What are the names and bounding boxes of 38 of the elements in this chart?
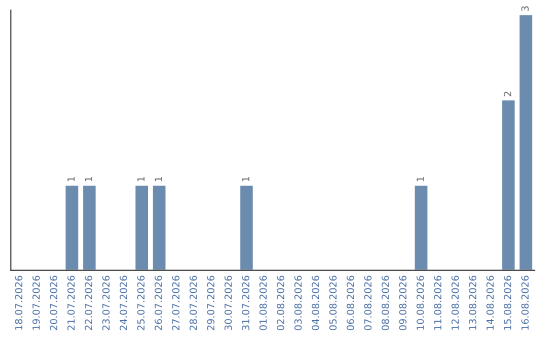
data-label: 3	[521, 6, 529, 11]
x-tick-label: 21.07.2026	[67, 276, 75, 330]
data-label: 1	[154, 176, 162, 182]
x-tick-label: 26.07.2026	[154, 276, 162, 330]
x-tick-label: 11.08.2026	[434, 276, 442, 330]
x-tick-label: 22.07.2026	[84, 276, 92, 330]
x-tick-label: 18.07.2026	[14, 276, 22, 330]
x-tick-label: 04.08.2026	[312, 276, 320, 330]
x-tick-label: 01.08.2026	[259, 276, 267, 330]
x-tick-label: 20.07.2026	[50, 276, 58, 330]
x-tick-label: 10.08.2026	[416, 276, 424, 330]
x-tick-label: 29.07.2026	[207, 276, 214, 330]
x-tick-label: 19.07.2026	[32, 276, 40, 330]
data-label: 1	[68, 176, 75, 182]
x-tick-label: 25.07.2026	[137, 276, 145, 330]
x-tick-label: 31.07.2026	[242, 276, 250, 330]
x-tick-label: 05.08.2026	[329, 276, 337, 330]
x-tick-label: 13.08.2026	[468, 276, 476, 330]
x-tick-label: 09.08.2026	[399, 276, 406, 330]
x-tick-label: 12.08.2026	[451, 276, 459, 330]
data-label: 1	[137, 176, 144, 182]
data-label: 1	[416, 176, 424, 182]
data-label: 2	[504, 92, 512, 96]
data-label: 1	[242, 176, 250, 182]
x-tick-label: 27.07.2026	[172, 276, 180, 330]
x-tick-label: 16.08.2026	[521, 276, 529, 330]
x-tick-label: 28.07.2026	[190, 276, 197, 330]
x-tick-label: 23.07.2026	[102, 276, 110, 330]
x-tick-label: 30.07.2026	[224, 276, 232, 330]
x-tick-label: 15.08.2026	[504, 276, 512, 330]
x-tick-label: 08.08.2026	[382, 276, 390, 330]
x-tick-label: 06.08.2026	[346, 276, 354, 330]
x-tick-label: 03.08.2026	[294, 276, 302, 330]
x-tick-label: 14.08.2026	[486, 276, 494, 330]
x-tick-label: 02.08.2026	[276, 276, 284, 330]
x-tick-label: 24.07.2026	[120, 276, 128, 330]
data-label: 1	[84, 176, 92, 182]
x-tick-label: 07.08.2026	[364, 276, 372, 330]
